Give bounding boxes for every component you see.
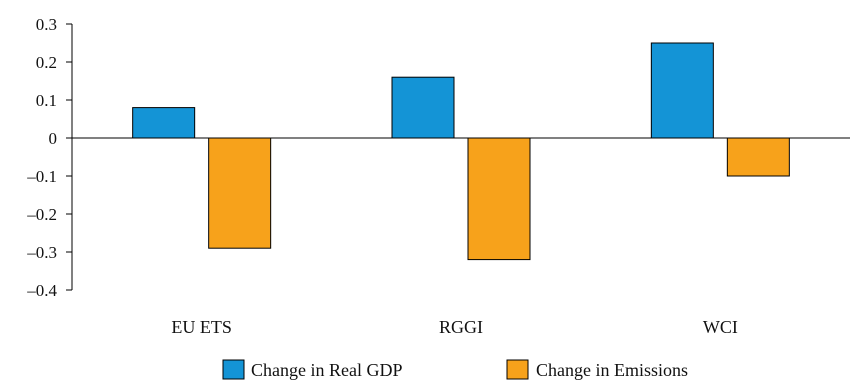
legend-label: Change in Real GDP bbox=[251, 360, 402, 380]
bar-eu-ets-series-1 bbox=[208, 137, 272, 249]
y-tick-label: –0.2 bbox=[26, 205, 57, 224]
y-tick-label: –0.3 bbox=[26, 243, 57, 262]
y-tick-label: 0.3 bbox=[36, 15, 57, 34]
legend-swatch bbox=[506, 359, 529, 380]
x-category-label: WCI bbox=[703, 317, 738, 337]
y-tick-label: 0.1 bbox=[36, 91, 57, 110]
bars bbox=[132, 42, 790, 261]
bar-rggi-series-0 bbox=[391, 76, 455, 139]
bar-eu-ets-series-0 bbox=[132, 107, 196, 139]
y-tick-label: 0 bbox=[49, 129, 58, 148]
bar-wci-series-0 bbox=[650, 42, 714, 139]
y-tick-label: –0.1 bbox=[26, 167, 57, 186]
x-axis-labels: EU ETS RGGI WCI bbox=[171, 317, 737, 337]
legend-swatch bbox=[222, 359, 245, 380]
x-category-label: EU ETS bbox=[171, 317, 232, 337]
x-category-label: RGGI bbox=[439, 317, 483, 337]
y-tick-label: 0.2 bbox=[36, 53, 57, 72]
y-axis: 0.3 0.2 0.1 0 –0.1 –0.2 –0.3 –0.4 bbox=[26, 15, 850, 300]
legend: Change in Real GDP Change in Emissions bbox=[222, 359, 688, 380]
legend-label: Change in Emissions bbox=[536, 360, 688, 380]
bar-rggi-series-1 bbox=[467, 137, 531, 261]
bar-wci-series-1 bbox=[726, 137, 790, 177]
y-tick-label: –0.4 bbox=[26, 281, 57, 300]
